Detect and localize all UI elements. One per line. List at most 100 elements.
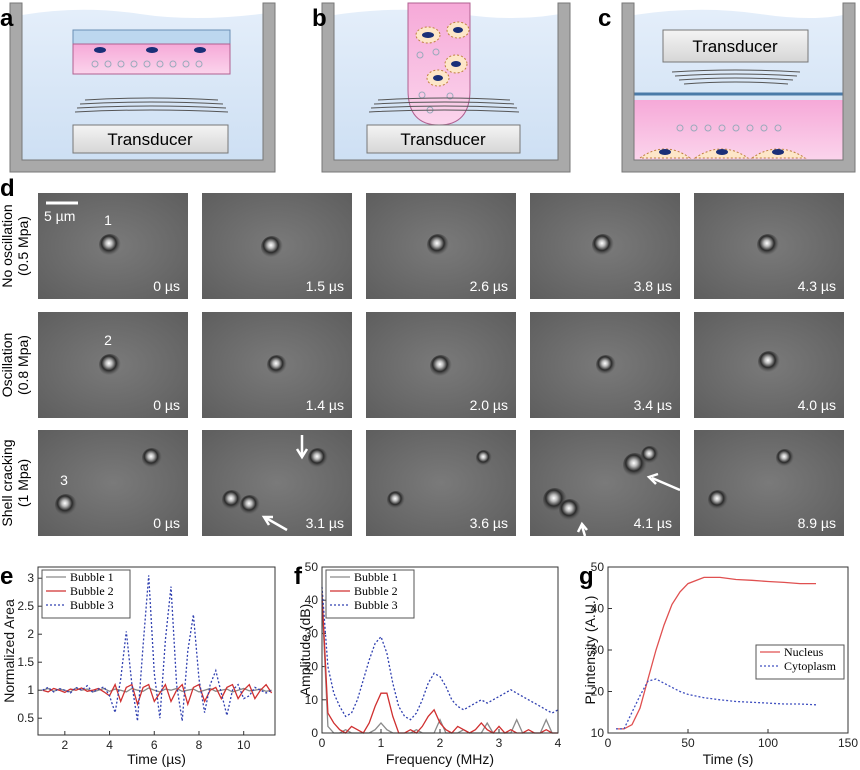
- micrograph: 3.1 µs: [202, 430, 352, 536]
- bubble: [142, 448, 162, 468]
- bubble: [592, 234, 614, 256]
- legend-box: [755, 644, 845, 680]
- micrograph: 0 µs 1 5 µm: [38, 193, 188, 299]
- bubble: [559, 499, 581, 521]
- legend-label: Bubble 1: [70, 570, 114, 584]
- bubble: [240, 495, 260, 515]
- micrograph: 8.9 µs: [694, 430, 844, 536]
- panel-label: d: [0, 175, 15, 202]
- micrograph: 3.6 µs: [366, 430, 516, 536]
- time-label: 1.4 µs: [306, 397, 344, 413]
- y-tick-label: 2: [27, 627, 34, 641]
- micrograph: 2.0 µs: [366, 312, 516, 418]
- time-label: 3.6 µs: [470, 515, 508, 531]
- axes-frame: [37, 566, 276, 736]
- y-tick-label: 10: [305, 693, 319, 707]
- time-label: 3.1 µs: [306, 515, 344, 531]
- series-line: [42, 682, 273, 707]
- y-axis-label: PI intensity (A.U.): [582, 596, 598, 705]
- bubble: [641, 446, 659, 464]
- y-tick-label: 0.5: [17, 711, 34, 725]
- transducer-label: Transducer: [107, 130, 193, 149]
- cover: [72, 29, 231, 45]
- nuclei: [422, 27, 463, 81]
- x-tick-label: 4: [106, 738, 113, 752]
- x-tick-label: 100: [758, 736, 778, 750]
- y-tick-label: 50: [591, 560, 605, 574]
- x-tick-label: 0: [319, 736, 326, 750]
- x-axis-label: Time (µs): [127, 751, 186, 767]
- arrow: [646, 472, 681, 492]
- time-label: 0 µs: [153, 515, 180, 531]
- row-sublabel: (1 Mpa): [15, 459, 31, 507]
- panel-b: Transducer b: [312, 2, 571, 173]
- axes-frame: [607, 566, 849, 734]
- x-tick-label: 3: [496, 736, 503, 750]
- micrograph: 1.5 µs: [202, 193, 352, 299]
- image-background: [38, 430, 188, 536]
- x-tick-label: 50: [681, 736, 695, 750]
- x-axis-label: Time (s): [703, 751, 754, 767]
- legend-box: [41, 569, 131, 619]
- bubble: [222, 490, 242, 510]
- x-tick-label: 6: [151, 738, 158, 752]
- y-axis-label: Normalized Area: [1, 599, 17, 703]
- y-tick-label: 1.5: [17, 655, 34, 669]
- time-label: 3.4 µs: [634, 397, 672, 413]
- x-tick-label: 8: [196, 738, 203, 752]
- waves: [74, 97, 229, 113]
- panel-d: No oscillation (0.5 Mpa) 0 µs 1 5 µm 1.5 µs 2.…: [0, 193, 844, 537]
- micrograph: 0 µs 2: [38, 312, 188, 418]
- panel-label: g: [579, 563, 594, 590]
- bubble: [99, 234, 121, 256]
- time-label: 1.5 µs: [306, 278, 344, 294]
- time-label: 4.0 µs: [798, 397, 836, 413]
- bubble: [267, 355, 287, 375]
- nuclei: [94, 47, 206, 53]
- y-tick-label: 3: [27, 571, 34, 585]
- bubble: [430, 355, 452, 377]
- micrograph: 0 µs 3: [38, 430, 188, 536]
- panel-c: Transducer c: [598, 2, 856, 173]
- time-label: 0 µs: [153, 397, 180, 413]
- panel-label: e: [0, 563, 13, 590]
- time-label: 8.9 µs: [798, 515, 836, 531]
- y-tick-label: 2.5: [17, 599, 34, 613]
- bubble: [99, 354, 121, 376]
- transducer-label: Transducer: [692, 37, 778, 56]
- bubble: [55, 494, 77, 516]
- bubble: [757, 234, 779, 256]
- y-tick-label: 20: [305, 660, 319, 674]
- y-tick-label: 40: [305, 593, 319, 607]
- micrograph: 3.8 µs: [530, 193, 680, 299]
- container: [621, 2, 856, 173]
- x-tick-label: 150: [838, 736, 858, 750]
- row-label: Shell cracking: [0, 439, 15, 526]
- waves: [368, 97, 520, 113]
- arrow: [261, 515, 288, 532]
- time-label: 4.3 µs: [798, 278, 836, 294]
- bubble: [427, 234, 449, 256]
- x-tick-label: 2: [61, 738, 68, 752]
- bubble: [758, 351, 780, 373]
- time-label: 2.6 µs: [470, 278, 508, 294]
- y-tick-label: 40: [591, 602, 605, 616]
- transducer: [72, 124, 229, 154]
- row-label: No oscillation: [0, 204, 15, 287]
- series-line: [616, 678, 817, 730]
- legend-label: Bubble 2: [354, 584, 398, 598]
- arrow: [295, 435, 309, 460]
- transducer: [662, 29, 809, 63]
- y-tick-label: 30: [591, 643, 605, 657]
- x-tick-label: 2: [437, 736, 444, 750]
- scale-bar-label: 5 µm: [44, 208, 75, 224]
- row-sublabel: (0.5 Mpa): [15, 216, 31, 276]
- image-background: [366, 430, 516, 536]
- legend-label: Nucleus: [784, 645, 824, 659]
- bubble-number: 3: [60, 472, 68, 488]
- row-label: Oscillation: [0, 333, 15, 398]
